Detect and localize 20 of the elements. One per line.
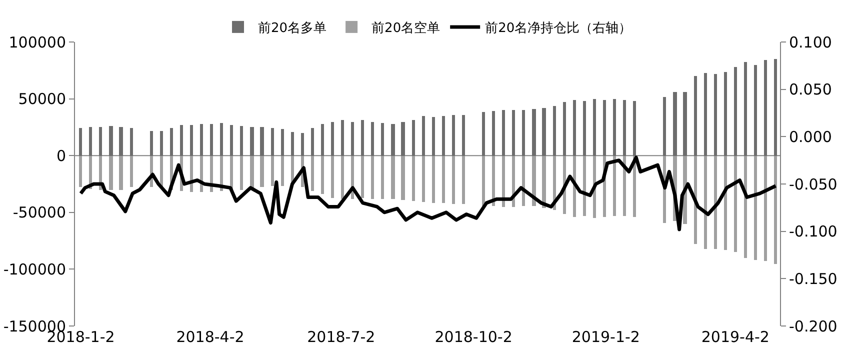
y2-tick-label: 0.000 <box>789 128 832 146</box>
y-tick-label: -50000 <box>12 204 66 222</box>
y2-tick-label: -0.050 <box>789 175 838 194</box>
x-tick-label: 2019-4-2 <box>701 328 770 346</box>
x-tick-label: 2018-4-2 <box>176 328 244 346</box>
y-tick-label: 50000 <box>18 90 66 108</box>
y2-tick-label: -0.100 <box>789 222 838 241</box>
y2-tick-label: -0.200 <box>789 317 838 336</box>
y2-tick-label: -0.150 <box>789 270 838 288</box>
x-tick-label: 2019-1-2 <box>572 328 640 346</box>
y2-tick-label: 0.100 <box>789 33 832 52</box>
x-tick-label: 2018-7-2 <box>307 328 376 346</box>
y-tick-label: -100000 <box>3 260 66 278</box>
legend-label: 前20名多单 <box>258 21 327 36</box>
y2-tick-label: 0.050 <box>789 80 832 99</box>
y-tick-label: 0 <box>56 146 66 165</box>
y-tick-label: 100000 <box>8 33 66 52</box>
legend-label: 前20名净持仓比（右轴） <box>485 21 632 36</box>
x-tick-label: 2018-10-2 <box>434 328 512 346</box>
legend-label: 前20名空单 <box>372 21 440 36</box>
